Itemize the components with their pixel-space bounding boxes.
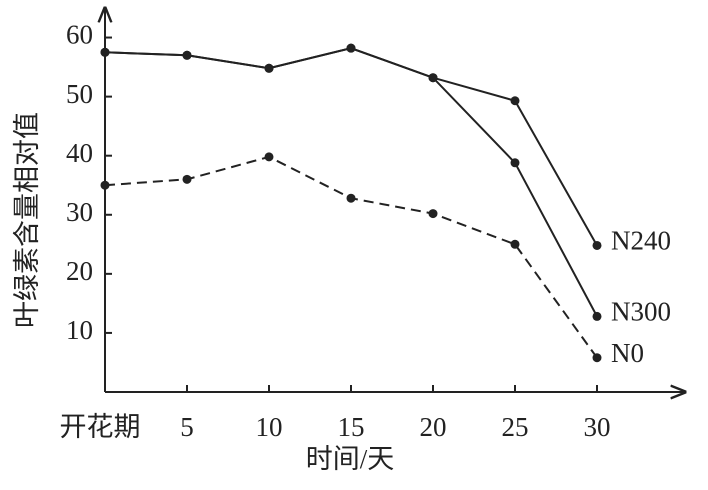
- data-point: [100, 47, 110, 57]
- y-tick-label: 40: [66, 138, 93, 168]
- x-axis-label: 时间/天: [306, 444, 395, 474]
- series-line: [104, 47, 598, 317]
- series-line: [104, 47, 598, 246]
- data-point: [182, 50, 192, 60]
- data-point: [510, 96, 520, 106]
- y-tick-label: 30: [66, 197, 93, 227]
- series-label: N240: [611, 226, 671, 256]
- x-tick-label: 15: [338, 412, 365, 442]
- x-tick-label: 30: [584, 412, 611, 442]
- x-tick-label: 10: [256, 412, 283, 442]
- data-point: [346, 43, 356, 53]
- x-tick-label: 5: [180, 412, 194, 442]
- x-tick-label: 20: [420, 412, 447, 442]
- series-line: [104, 155, 598, 359]
- data-point: [428, 73, 438, 83]
- data-point: [100, 180, 110, 190]
- series-label: N0: [611, 338, 644, 368]
- x-tick-label: 开花期: [60, 412, 141, 442]
- y-tick-label: 60: [66, 20, 93, 50]
- series-label: N300: [611, 297, 671, 327]
- y-axis-label: 叶绿素含量相对值: [12, 112, 42, 328]
- data-point: [592, 240, 602, 250]
- data-point: [510, 158, 520, 168]
- data-point: [510, 239, 520, 249]
- y-tick-label: 50: [66, 79, 93, 109]
- data-point: [264, 152, 274, 162]
- y-tick-label: 10: [66, 315, 93, 345]
- data-point: [592, 353, 602, 363]
- x-tick-label: 25: [502, 412, 529, 442]
- data-point: [264, 63, 274, 73]
- data-point: [182, 174, 192, 184]
- y-tick-label: 20: [66, 256, 93, 286]
- data-point: [428, 209, 438, 219]
- data-point: [346, 193, 356, 203]
- data-point: [592, 311, 602, 321]
